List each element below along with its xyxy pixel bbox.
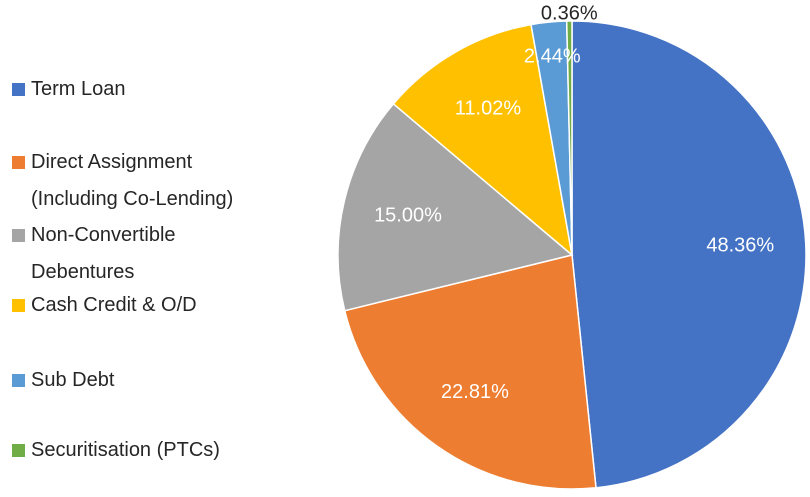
legend-item: Direct Assignment (Including Co-Lending) [12, 144, 262, 218]
legend-label: Cash Credit & O/D [31, 294, 197, 316]
legend-item: Cash Credit & O/D [12, 287, 262, 324]
legend-label: Non-Convertible Debentures [31, 224, 176, 283]
legend-label: Sub Debt [31, 369, 115, 391]
legend-label: Securitisation (PTCs) [31, 439, 220, 461]
legend-swatch [12, 299, 25, 312]
data-label: 11.02% [455, 97, 522, 119]
legend-item: Term Loan [12, 71, 262, 108]
legend-item: Sub Debt [12, 362, 262, 399]
legend-item: Securitisation (PTCs) [12, 432, 262, 469]
legend-label: Direct Assignment (Including Co-Lending) [31, 151, 234, 210]
data-label: 48.36% [706, 235, 774, 257]
legend-swatch [12, 374, 25, 387]
legend-item: Non-Convertible Debentures [12, 217, 262, 291]
data-label: 22.81% [441, 381, 509, 403]
legend-swatch [12, 156, 25, 169]
pie-slice [337, 102, 574, 312]
pie-slice [343, 254, 597, 490]
legend-label: Term Loan [31, 78, 126, 100]
legend-swatch [12, 444, 25, 457]
data-label: 2.44% [524, 45, 581, 67]
pie-slice [571, 20, 807, 489]
legend-swatch [12, 83, 25, 96]
pie-slice [392, 23, 574, 257]
data-label: 0.36% [541, 2, 598, 24]
data-label: 15.00% [374, 205, 442, 227]
legend-swatch [12, 229, 25, 242]
pie-slice [565, 20, 573, 256]
